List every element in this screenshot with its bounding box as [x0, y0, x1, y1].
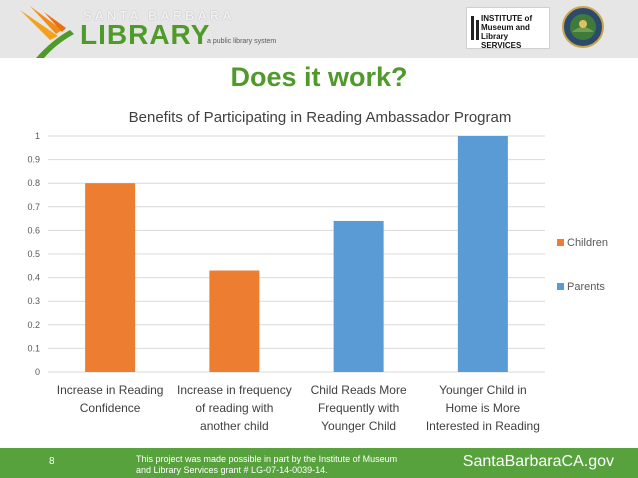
chart-title: Benefits of Participating in Reading Amb… [129, 109, 512, 126]
x-category-label: Child Reads More [311, 383, 407, 397]
legend-label-children: Children [567, 237, 608, 249]
y-tick-label: 0.5 [27, 249, 40, 259]
page-number: 8 [49, 456, 55, 467]
city-seal-icon [562, 6, 604, 48]
x-category-label: Frequently with [318, 401, 399, 415]
grant-note: This project was made possible in part b… [136, 454, 436, 476]
header-band: SANTA BARBARA LIBRARY a public library s… [0, 0, 638, 58]
bar-parents [457, 136, 508, 372]
imls-logo[interactable]: INSTITUTE of Museum and Library SERVICES [466, 7, 550, 50]
y-tick-label: 0.9 [27, 155, 40, 165]
y-tick-label: 0.4 [27, 273, 40, 283]
y-tick-label: 0.2 [27, 320, 40, 330]
y-tick-label: 0 [35, 367, 40, 377]
website-link[interactable]: SantaBarbaraCA.gov [462, 453, 614, 470]
x-category-label: Younger Child in [439, 383, 527, 397]
logo-main-text: LIBRARY [80, 19, 211, 50]
legend-label-parents: Parents [567, 281, 605, 293]
x-category-label: Interested in Reading [426, 419, 540, 433]
x-category-label: another child [200, 419, 269, 433]
logo-tagline: a public library system [207, 38, 277, 45]
imls-logo-text: INSTITUTE of Museum and Library SERVICES [481, 14, 533, 50]
bar-chart: Benefits of Participating in Reading Amb… [27, 109, 608, 433]
x-category-label: Younger Child [321, 419, 396, 433]
x-category-label: Home is More [446, 401, 521, 415]
grant-note-line-1: This project was made possible in part b… [136, 454, 398, 464]
imls-mark-icon [471, 16, 479, 40]
x-category-label: of reading with [195, 401, 273, 415]
x-category-label: Increase in frequency [177, 383, 292, 397]
logo-top-text: SANTA BARBARA [83, 8, 235, 23]
page-title: Does it work? [230, 62, 408, 92]
y-tick-label: 0.8 [27, 178, 40, 188]
x-category-label: Confidence [80, 401, 141, 415]
y-tick-label: 1 [35, 131, 40, 141]
bar-children [85, 183, 136, 372]
y-tick-label: 0.1 [27, 343, 40, 353]
y-tick-label: 0.6 [27, 225, 40, 235]
y-tick-label: 0.7 [27, 202, 40, 212]
bird-of-paradise-icon [20, 6, 74, 58]
footer-bar: 8 This project was made possible in part… [0, 448, 638, 478]
library-logo[interactable]: SANTA BARBARA LIBRARY a public library s… [0, 0, 330, 58]
legend-swatch-children [557, 239, 564, 246]
bar-children [209, 270, 260, 372]
grant-note-line-2: and Library Services grant # LG-07-14-00… [136, 465, 328, 475]
bar-parents [333, 220, 384, 372]
x-category-label: Increase in Reading [57, 383, 164, 397]
legend-swatch-parents [557, 283, 564, 290]
y-tick-label: 0.3 [27, 296, 40, 306]
